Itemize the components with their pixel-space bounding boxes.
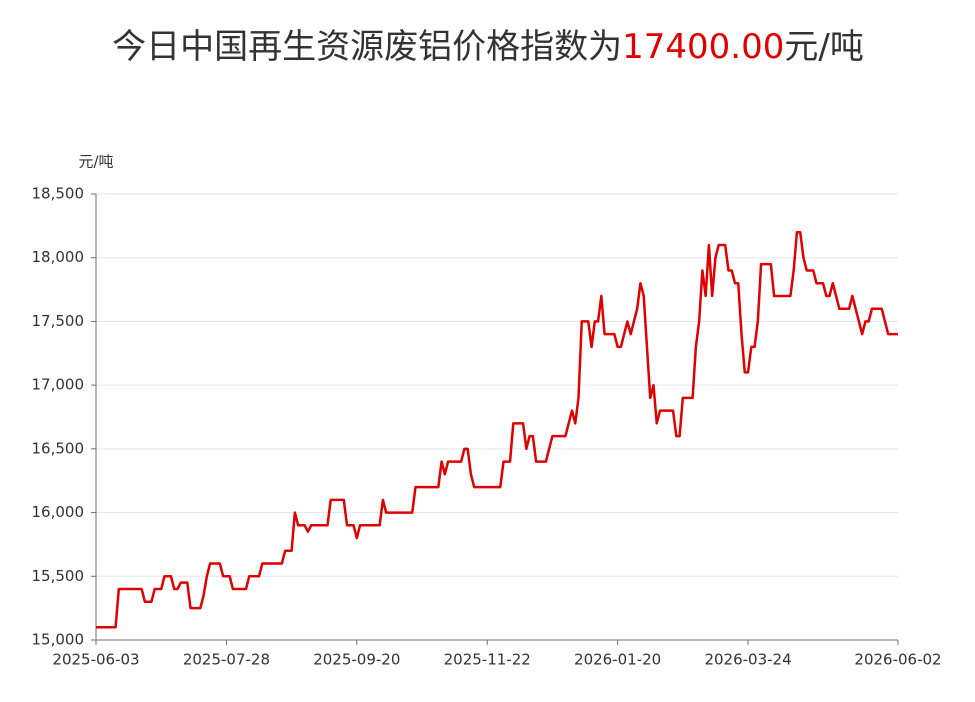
x-tick-label: 2025-06-03 bbox=[52, 651, 139, 669]
y-axis-label: 元/吨 bbox=[78, 153, 113, 171]
x-tick-label: 2025-07-28 bbox=[183, 651, 270, 669]
title-value: 17400.00 bbox=[622, 27, 784, 67]
chart-title: 今日中国再生资源废铝价格指数为17400.00元/吨 bbox=[112, 27, 864, 67]
title-text: 今日中国再生资源废铝价格指数为 bbox=[112, 27, 622, 67]
y-tick-label: 18,500 bbox=[32, 185, 85, 203]
title-unit: 元/吨 bbox=[784, 27, 863, 67]
y-tick-label: 18,000 bbox=[32, 248, 85, 266]
price-line bbox=[96, 230, 898, 629]
x-tick-label: 2025-09-20 bbox=[313, 651, 400, 669]
y-tick-label: 17,000 bbox=[32, 376, 85, 394]
x-tick-label: 2026-06-02 bbox=[854, 651, 941, 669]
y-tick-label: 15,500 bbox=[32, 567, 85, 585]
y-tick-label: 17,500 bbox=[32, 312, 85, 330]
x-tick-label: 2025-11-22 bbox=[444, 651, 531, 669]
y-tick-label: 16,500 bbox=[32, 439, 85, 457]
y-tick-label: 16,000 bbox=[32, 503, 85, 521]
y-tick-label: 15,000 bbox=[32, 631, 85, 649]
x-tick-label: 2026-01-20 bbox=[574, 651, 661, 669]
x-tick-label: 2026-03-24 bbox=[704, 651, 791, 669]
